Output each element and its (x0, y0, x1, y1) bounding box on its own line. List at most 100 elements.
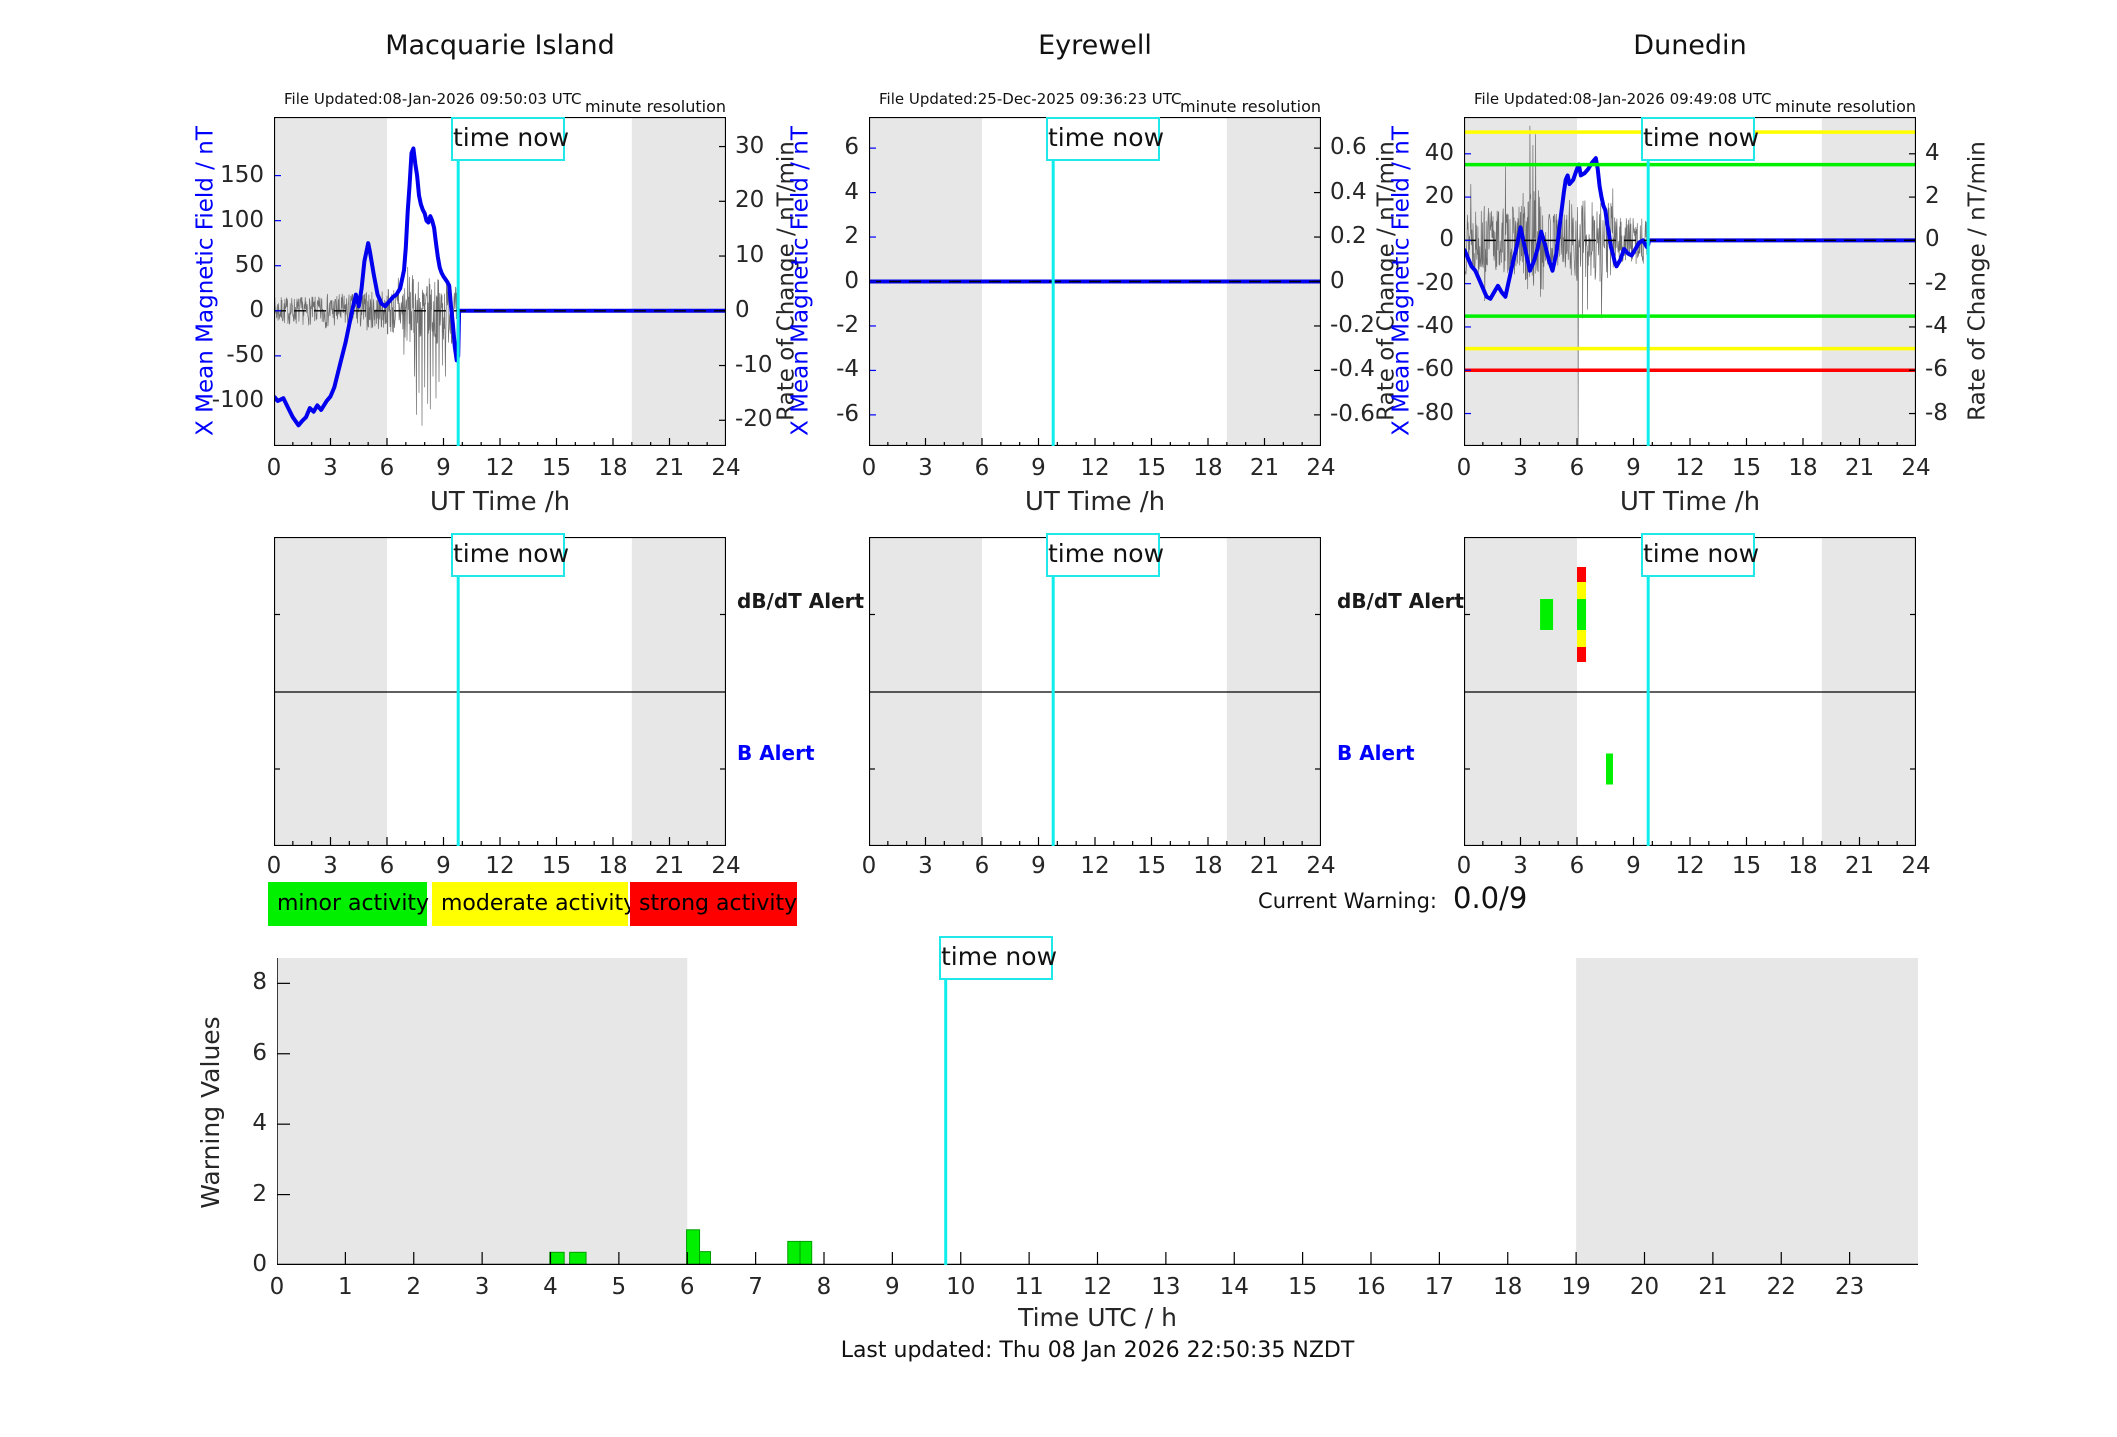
tick-label: 20 (1629, 1274, 1660, 1300)
file-updated-label: File Updated:08-Jan-2026 09:50:03 UTC (284, 90, 582, 108)
b-alert-label: B Alert (1337, 741, 1415, 765)
tick-label: 0 (266, 455, 282, 481)
tick-label: 3 (1513, 455, 1528, 481)
tick-label: -0.6 (1330, 400, 1375, 427)
tick-label: 24 (1306, 455, 1336, 481)
tick-label: 7 (748, 1274, 763, 1300)
tick-label: 0 (844, 267, 859, 294)
tick-label: 23 (1834, 1274, 1865, 1300)
tick-label: 18 (1788, 455, 1818, 481)
tick-label: 100 (220, 206, 264, 233)
tick-label: 150 (220, 161, 264, 188)
tick-label: 15 (541, 455, 572, 481)
tick-label: 3 (1513, 853, 1528, 879)
tick-label: 12 (1080, 455, 1110, 481)
tick-label: 24 (1901, 853, 1931, 879)
tick-label: 9 (1626, 455, 1641, 481)
tick-label: 16 (1356, 1274, 1386, 1300)
tick-label: -20 (1416, 269, 1454, 296)
tick-label: 21 (654, 455, 685, 481)
tick-label: 24 (711, 853, 741, 879)
tick-label: 6 (379, 455, 395, 481)
tick-label: 9 (1626, 853, 1641, 879)
legend-strong-activity: strong activity (630, 882, 797, 926)
station-title-eyrewell: Eyrewell (1038, 30, 1152, 61)
x-axis-label: UT Time /h (1024, 487, 1166, 517)
tick-label: 12 (1675, 455, 1705, 481)
tick-label: 2 (252, 1180, 267, 1207)
x-axis-label: UT Time /h (429, 487, 571, 517)
tick-label: 21 (654, 853, 685, 879)
tick-label: 19 (1561, 1274, 1591, 1300)
dunedin-alert-plot (1464, 537, 1916, 846)
tick-label: 18 (1493, 1274, 1523, 1300)
dbdt-alert-label: dB/dT Alert (737, 589, 865, 613)
tick-label: 15 (541, 853, 572, 879)
file-updated-label: File Updated:08-Jan-2026 09:49:08 UTC (1474, 90, 1772, 108)
time-utc-label: Time UTC / h (1018, 1303, 1177, 1332)
tick-label: 12 (1675, 853, 1705, 879)
tick-label: 0 (735, 296, 750, 323)
tick-label: 0 (1456, 853, 1472, 879)
tick-label: -50 (226, 341, 264, 368)
tick-label: 15 (1136, 853, 1167, 879)
legend-minor-activity: minor activity (268, 882, 429, 926)
dbdt-alert-label: dB/dT Alert (1337, 589, 1465, 613)
time-now-flag: time now (1046, 117, 1164, 161)
tick-label: 8 (816, 1274, 832, 1300)
tick-label: 6 (252, 1039, 267, 1066)
tick-label: 15 (1136, 455, 1167, 481)
tick-label: 10 (735, 242, 765, 269)
tick-label: 8 (252, 969, 267, 996)
tick-label: -10 (735, 351, 773, 378)
tick-label: 15 (1731, 853, 1762, 879)
tick-label: 30 (735, 132, 765, 159)
tick-label: -6 (836, 400, 859, 427)
tick-label: 40 (1424, 139, 1454, 166)
tick-label: 12 (485, 853, 515, 879)
tick-label: 0 (269, 1274, 285, 1300)
tick-label: 21 (1249, 853, 1280, 879)
right-axis-label: Rate of Change / nT/min (1964, 141, 1991, 421)
tick-label: 20 (1424, 183, 1454, 210)
legend-moderate-activity: moderate activity (432, 882, 636, 926)
x-axis-label: UT Time /h (1619, 487, 1761, 517)
tick-label: 0 (1456, 455, 1472, 481)
macquarie-field-plot (274, 117, 726, 446)
tick-label: 3 (323, 455, 338, 481)
tick-label: 0 (249, 296, 264, 323)
tick-label: -0.4 (1330, 356, 1375, 383)
tick-label: 2 (844, 223, 859, 250)
eyrewell-field-plot (869, 117, 1321, 446)
tick-label: 4 (252, 1110, 267, 1137)
tick-label: 3 (918, 853, 933, 879)
tick-label: 4 (1925, 139, 1940, 166)
tick-label: 2 (406, 1274, 422, 1300)
tick-label: -80 (1416, 399, 1454, 426)
tick-label: 3 (323, 853, 338, 879)
tick-label: 18 (1193, 455, 1223, 481)
tick-label: -2 (836, 311, 859, 338)
tick-label: 9 (436, 455, 451, 481)
tick-label: -20 (735, 406, 773, 433)
tick-label: 9 (436, 853, 451, 879)
file-updated-label: File Updated:25-Dec-2025 09:36:23 UTC (879, 90, 1182, 108)
tick-label: 6 (974, 853, 990, 879)
tick-label: 6 (844, 134, 859, 161)
tick-label: 0 (1330, 267, 1345, 294)
tick-label: 0 (1925, 226, 1940, 253)
minute-resolution-label: minute resolution (1775, 97, 1916, 116)
tick-label: 18 (598, 455, 628, 481)
tick-label: 9 (1031, 455, 1046, 481)
tick-label: 18 (1788, 853, 1818, 879)
tick-label: 3 (918, 455, 933, 481)
tick-label: 12 (485, 455, 515, 481)
tick-label: 24 (711, 455, 741, 481)
tick-label: 5 (611, 1274, 627, 1300)
macquarie-alert-plot (274, 537, 726, 846)
tick-label: 0.2 (1330, 223, 1367, 250)
tick-label: 0 (266, 853, 282, 879)
tick-label: 6 (974, 455, 990, 481)
tick-label: -0.2 (1330, 311, 1375, 338)
